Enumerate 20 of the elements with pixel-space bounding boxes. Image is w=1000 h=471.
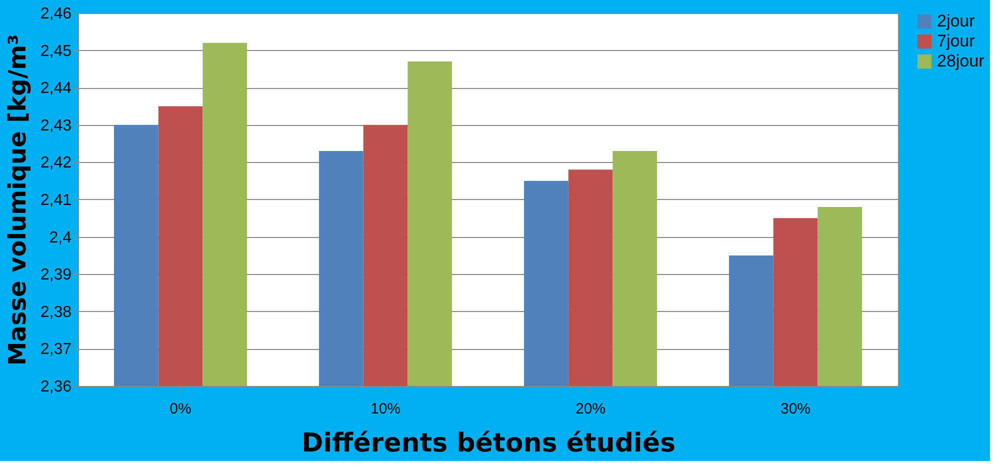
y-tick-label: 2,43 <box>40 117 72 134</box>
x-axis-title: Différents bétons étudiés <box>302 428 676 458</box>
y-tick-label: 2,45 <box>40 42 72 60</box>
y-tick-label: 2,37 <box>40 341 72 358</box>
y-axis-title: Masse volumique [kg/m³ <box>3 34 32 366</box>
legend-label: 2jour <box>937 12 976 30</box>
y-tick-label: 2,44 <box>40 80 72 98</box>
y-tick-label: 2,41 <box>40 192 72 209</box>
y-tick-label: 2,46 <box>40 6 72 22</box>
legend-label: 28jour <box>937 52 985 70</box>
x-tick-label: 0% <box>170 400 192 418</box>
y-tick-label: 2,38 <box>40 304 72 321</box>
legend-label: 7jour <box>937 32 976 50</box>
x-tick-label: 20% <box>575 400 606 418</box>
y-tick-label: 2,42 <box>40 154 72 172</box>
x-tick-label: 10% <box>370 400 401 418</box>
y-tick-label: 2,39 <box>40 266 72 284</box>
x-tick-label: 30% <box>780 400 811 418</box>
y-tick-label: 2,36 <box>40 378 72 396</box>
y-tick-label: 2,4 <box>49 229 72 246</box>
